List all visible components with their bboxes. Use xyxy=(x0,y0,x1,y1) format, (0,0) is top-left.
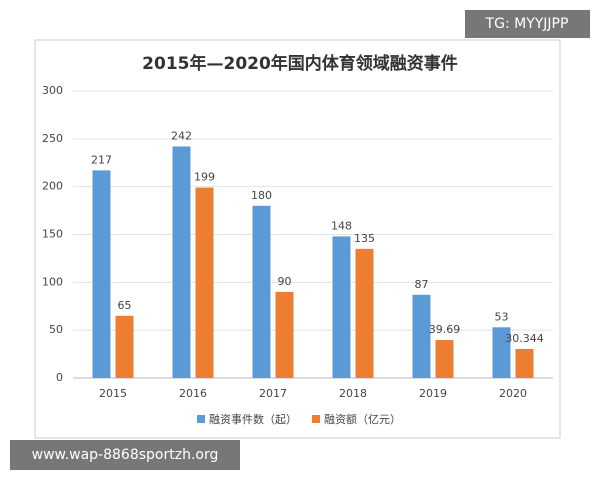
y-tick-label: 0 xyxy=(56,371,63,384)
plot-area: 0 50 100 150 200 250 300 2015 217 65 2016 242 199 201… xyxy=(42,84,553,426)
x-tick-label: 2018 xyxy=(339,387,367,400)
bar xyxy=(332,236,351,378)
value-label: 65 xyxy=(118,299,132,312)
watermark: TG: MYYJJPP xyxy=(485,16,569,32)
legend-swatch xyxy=(312,415,320,423)
value-label: 53 xyxy=(495,310,509,323)
bar xyxy=(412,294,431,378)
bar xyxy=(92,170,111,378)
value-label: 30.344 xyxy=(505,332,544,345)
x-tick-label: 2020 xyxy=(499,387,527,400)
watermark: www.wap-8868sportzh.org xyxy=(32,447,219,463)
chart-title: 2015年—2020年国内体育领域融资事件 xyxy=(142,53,458,74)
value-label: 199 xyxy=(194,171,215,184)
y-tick-label: 250 xyxy=(42,132,63,145)
value-label: 180 xyxy=(251,189,272,202)
x-tick-label: 2015 xyxy=(99,387,127,400)
bar xyxy=(275,291,294,378)
y-tick-label: 150 xyxy=(42,228,63,241)
bar xyxy=(195,187,214,378)
y-tick-label: 300 xyxy=(42,84,63,97)
y-tick-label: 50 xyxy=(49,323,63,336)
legend-label: 融资事件数（起） xyxy=(209,413,297,426)
bar xyxy=(172,146,191,378)
bar xyxy=(515,348,534,378)
bar xyxy=(355,248,374,378)
x-tick-label: 2016 xyxy=(179,387,207,400)
x-tick-label: 2017 xyxy=(259,387,287,400)
bar xyxy=(435,340,454,378)
value-label: 148 xyxy=(331,219,352,232)
bar xyxy=(115,315,134,378)
value-label: 90 xyxy=(278,275,292,288)
watermark-box xyxy=(465,10,590,38)
legend-label: 融资额（亿元） xyxy=(324,413,401,426)
y-tick-label: 100 xyxy=(42,275,63,288)
value-label: 87 xyxy=(415,278,429,291)
y-tick-label: 200 xyxy=(42,180,63,193)
legend-swatch xyxy=(197,415,205,423)
x-tick-label: 2019 xyxy=(419,387,447,400)
value-label: 135 xyxy=(354,232,375,245)
value-label: 242 xyxy=(171,129,192,142)
watermark-box xyxy=(10,440,240,470)
value-label: 217 xyxy=(91,153,112,166)
value-label: 39.69 xyxy=(429,323,461,336)
bar xyxy=(252,205,271,378)
bar xyxy=(492,327,511,378)
